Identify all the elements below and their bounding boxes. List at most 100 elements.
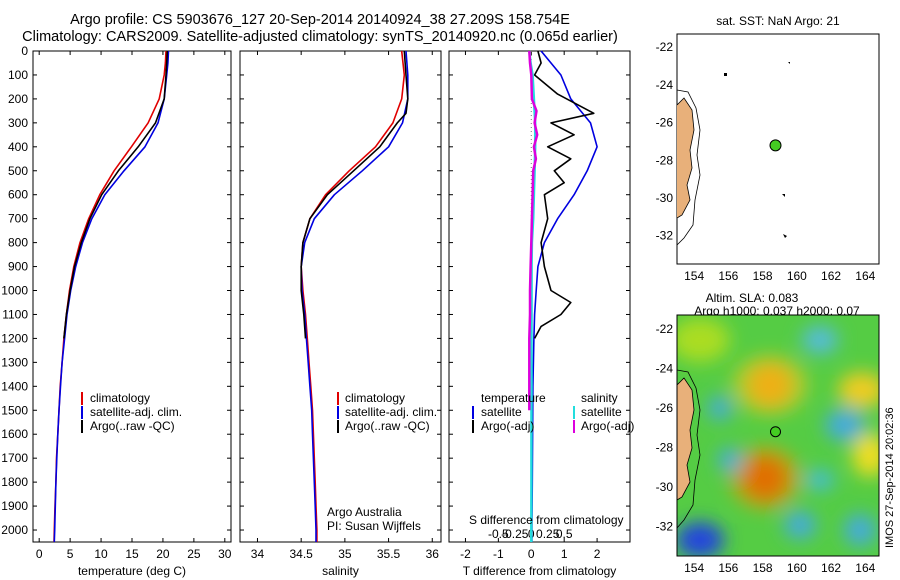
- depth-tick-label: 0: [21, 44, 28, 58]
- x-tick-label: 34: [251, 547, 265, 561]
- difference-legend: temperature salinity satellite Argo(-adj…: [469, 391, 634, 527]
- x-tick-label: 35.5: [377, 547, 401, 561]
- map-bottom-lat-label: -24: [656, 361, 674, 375]
- sla-blob: [838, 372, 879, 408]
- map-top-lon-label: 162: [821, 269, 841, 283]
- map-bottom-lat-label: -30: [656, 480, 674, 494]
- title-line-1: Argo profile: CS 5903676_127 20-Sep-2014…: [70, 12, 570, 28]
- legend-label-temp-argo: Argo(-adj): [481, 419, 534, 433]
- legend-label-temp-satellite: satellite: [481, 405, 522, 419]
- x-axis-label: salinity: [322, 564, 359, 578]
- map-bottom-frame: [676, 314, 880, 557]
- legend-header-temperature: temperature: [481, 391, 546, 405]
- argo-position-marker-top: [769, 139, 782, 152]
- temperature-legend: climatology satellite-adj. clim. Argo(..…: [81, 391, 182, 433]
- sla-blob: [825, 409, 865, 441]
- series-line-1-1: [300, 50, 409, 542]
- map-top-title: sat. SST: NaN Argo: 21: [716, 14, 840, 28]
- x-tick-label: 0: [528, 547, 535, 561]
- s-tick-label: 0.5: [556, 527, 573, 541]
- depth-tick-label: 1100: [2, 307, 28, 321]
- map-bottom-lat-label: -26: [656, 401, 674, 415]
- map-top-land: [677, 98, 694, 218]
- x-axis-label: temperature (deg C): [78, 564, 186, 578]
- legend-label-satellite: satellite-adj. clim.: [345, 405, 437, 419]
- map-top-lon-label: 164: [855, 269, 875, 283]
- x-tick-label: 2: [594, 547, 601, 561]
- salinity-panel-frame: [239, 50, 442, 543]
- map-bottom-lon-label: 164: [855, 561, 875, 575]
- depth-tick-label: 100: [8, 68, 28, 82]
- x-tick-label: 20: [156, 547, 170, 561]
- sla-blob: [784, 511, 816, 539]
- x-axis-label: T difference from climatology: [463, 564, 617, 578]
- depth-tick-label: 1500: [1, 403, 28, 417]
- map-bottom-lon-label: 162: [821, 561, 841, 575]
- depth-tick-label: 400: [8, 140, 28, 154]
- x-tick-label: 34.5: [289, 547, 313, 561]
- map-top-island-1: [724, 73, 727, 76]
- temperature-panel-frame: [32, 50, 232, 543]
- salinity-legend: climatology satellite-adj. clim. Argo(..…: [327, 391, 437, 533]
- depth-tick-label: 1300: [1, 355, 28, 369]
- map-bottom-land: [677, 378, 694, 500]
- s-tick-label: -0.5: [488, 527, 509, 541]
- series-line-2-3: [528, 50, 539, 411]
- annotation-argo-australia: Argo Australia: [327, 505, 402, 519]
- map-top-lat-label: -22: [656, 40, 674, 54]
- map-top-lat-label: -32: [656, 229, 674, 243]
- depth-tick-label: 1900: [1, 499, 28, 513]
- sla-blobs: [677, 318, 879, 556]
- x-tick-label: 30: [218, 547, 232, 561]
- depth-tick-label: 800: [8, 236, 28, 250]
- series-line-0-2: [63, 50, 169, 339]
- sla-blob: [732, 355, 808, 415]
- sla-blob: [677, 522, 724, 556]
- depth-tick-label: 700: [8, 212, 28, 226]
- credit-text: IMOS 27-Sep-2014 20:02:36: [884, 407, 896, 548]
- map-top-lon-label: 154: [684, 269, 704, 283]
- sla-field: [677, 315, 879, 556]
- series-line-2-1: [533, 50, 595, 339]
- map-top-lon-label: 158: [753, 269, 773, 283]
- depth-tick-label: 1400: [1, 379, 28, 393]
- s-tick-label: 0.25: [536, 527, 560, 541]
- legend-label-sal-satellite: satellite: [581, 405, 622, 419]
- map-top-island-3: [782, 194, 785, 197]
- depth-tick-label: 1000: [1, 284, 28, 298]
- x-tick-label: 25: [187, 547, 201, 561]
- legend-label-satellite: satellite-adj. clim.: [90, 405, 182, 419]
- argo-position-marker-bottom: [770, 426, 782, 438]
- map-top-lon-label: 160: [787, 269, 807, 283]
- x-tick-label: 15: [125, 547, 139, 561]
- x-tick-label: -1: [493, 547, 504, 561]
- depth-tick-label: 1700: [1, 451, 28, 465]
- map-top: [676, 33, 880, 265]
- map-top-lat-label: -26: [656, 116, 674, 130]
- map-bottom-lat-label: -22: [656, 322, 674, 336]
- x-tick-label: 5: [67, 547, 74, 561]
- legend-header-salinity: salinity: [581, 391, 618, 405]
- x-tick-label: 10: [94, 547, 108, 561]
- map-bottom-lon-label: 158: [753, 561, 773, 575]
- map-top-island-2: [788, 62, 790, 64]
- x-tick-label: 1: [561, 547, 568, 561]
- map-bottom: [676, 314, 880, 557]
- sla-blob: [852, 433, 879, 477]
- map-bottom-coastline: [677, 377, 695, 501]
- sla-blob: [806, 470, 834, 490]
- map-top-lat-label: -28: [656, 153, 674, 167]
- map-bottom-lat-label: -28: [656, 440, 674, 454]
- figure-title: Argo profile: CS 5903676_127 20-Sep-2014…: [0, 12, 640, 46]
- series-line-0-0: [53, 50, 167, 543]
- legend-label-climatology: climatology: [345, 391, 405, 405]
- map-bottom-shelf-line: [677, 369, 701, 529]
- series-line-1-2: [300, 50, 409, 339]
- depth-tick-label: 2000: [1, 523, 28, 537]
- legend-label-climatology: climatology: [90, 391, 150, 405]
- annotation-pi: PI: Susan Wijffels: [327, 519, 421, 533]
- legend-label-sal-argo: Argo(-adj): [581, 419, 634, 433]
- difference-panel-frame: [448, 50, 631, 543]
- map-bottom-lat-label: -32: [656, 519, 674, 533]
